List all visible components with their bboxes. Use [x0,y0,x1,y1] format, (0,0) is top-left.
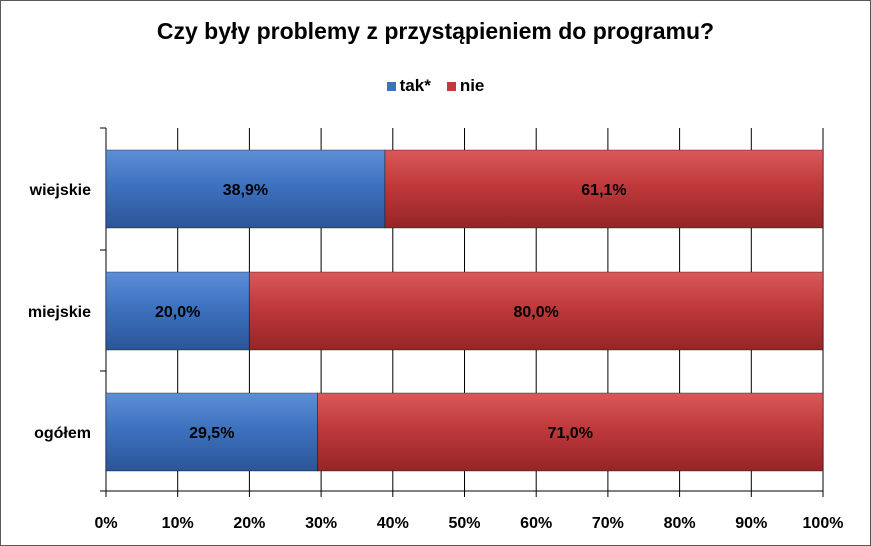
legend-item-nie: nie [446,76,485,96]
x-tick-label: 80% [664,515,696,532]
data-label: 20,0% [155,304,200,321]
legend-label-tak: tak* [399,76,431,95]
x-tick-label: 100% [803,515,844,532]
bar-nie [248,271,824,351]
data-label: 71,0% [548,425,593,442]
x-tick-label: 90% [735,515,767,532]
data-label: 61,1% [581,182,626,199]
legend-swatch-tak [386,81,396,91]
x-tick-label: 60% [520,515,552,532]
legend-swatch-nie [446,81,456,91]
category-label: wiejskie [29,182,91,199]
x-tick-label: 20% [233,515,265,532]
x-tick-label: 40% [377,515,409,532]
chart-legend: tak* nie [0,76,871,96]
bar-tak [105,271,250,351]
x-tick-label: 10% [162,515,194,532]
data-label: 29,5% [189,425,234,442]
chart-title: Czy były problemy z przystąpieniem do pr… [156,18,715,44]
bar-nie [317,392,824,472]
legend-item-tak: tak* [386,76,431,96]
bar-nie [384,149,824,229]
data-label: 80,0% [514,304,559,321]
x-tick-label: 50% [448,515,480,532]
x-tick-label: 0% [94,515,117,532]
x-tick-label: 30% [305,515,337,532]
category-label: miejskie [28,304,91,321]
bar-tak [105,149,386,229]
x-tick-label: 70% [592,515,624,532]
category-label: ogółem [34,425,91,442]
data-label: 38,9% [223,182,268,199]
legend-label-nie: nie [459,76,485,95]
